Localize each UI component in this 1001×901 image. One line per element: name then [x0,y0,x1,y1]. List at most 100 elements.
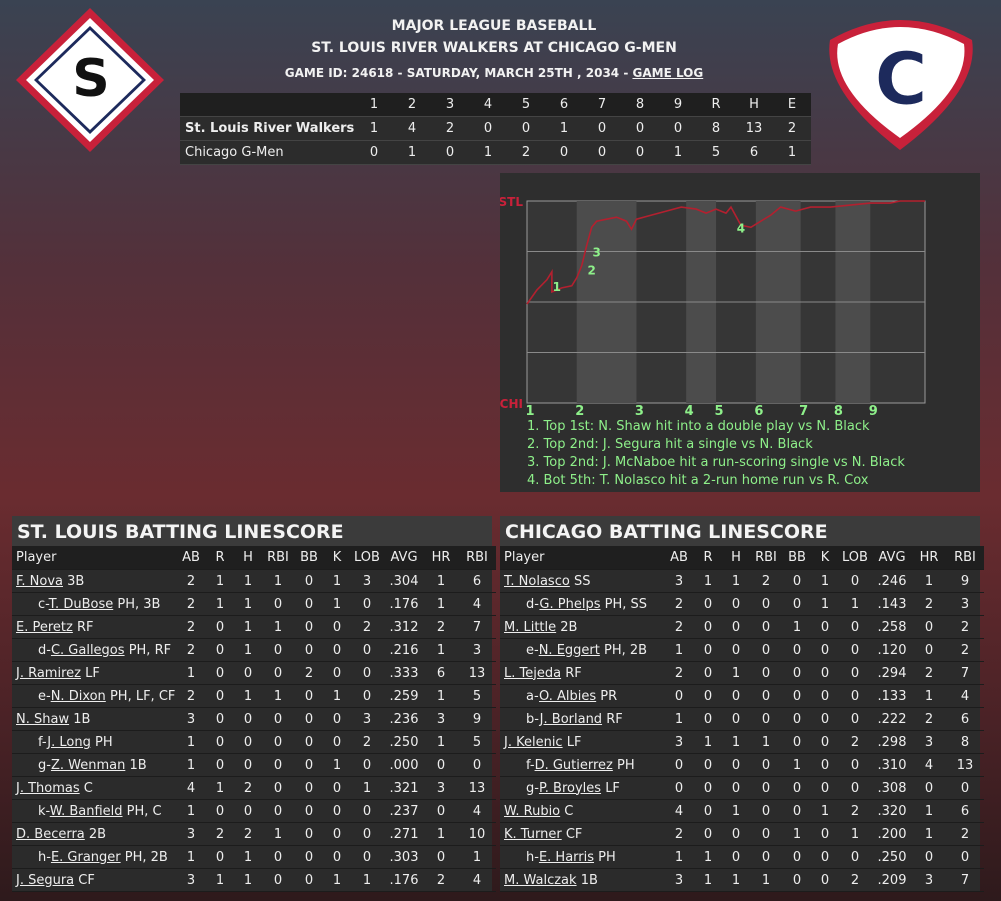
stat-cell: 6 [946,799,984,823]
player-link[interactable]: J. Thomas [16,780,80,796]
score-cell: 0 [621,140,659,165]
stat-cell: 1 [782,822,812,846]
player-link[interactable]: J. Borland [539,711,603,727]
player-link[interactable]: E. Harris [538,849,595,865]
player-link[interactable]: M. Little [504,619,557,635]
stat-cell: 1 [262,684,294,708]
player-cell: d-G. Phelps PH, SS [500,592,664,616]
sub-prefix: b- [526,711,540,727]
stat-cell: 0 [694,776,722,800]
stat-cell: 1 [424,592,458,616]
stat-cell: 1 [912,684,946,708]
stat-cell: 0 [350,822,384,846]
event-note: 2. Top 2nd: J. Segura hit a single vs N.… [527,437,813,452]
stat-cell: 1 [206,569,234,593]
stat-cell: 0 [324,730,350,754]
stat-cell: 0 [234,707,262,731]
stat-cell: 1 [664,638,694,662]
player-link[interactable]: L. Tejeda [504,665,562,681]
score-cell: 2 [773,116,811,141]
player-link[interactable]: D. Becerra [16,826,85,842]
player-link[interactable]: K. Turner [504,826,562,842]
batter-row: M. Little 2B 2 0 0 0 1 0 0.258 0 2 [500,615,984,639]
column-header: R [206,546,234,570]
stat-cell: 0 [750,638,782,662]
player-cell: T. Nolasco SS [500,569,664,593]
linescore-row: St. Louis River Walkers 1 4 2 0 0 1 0 0 0 8 13 2 [180,116,811,141]
player-link[interactable]: J. Long [47,734,91,750]
player-link[interactable]: N. Shaw [16,711,70,727]
stat-cell: 0 [262,776,294,800]
player-link[interactable]: G. Phelps [539,596,601,612]
stat-cell: 3 [664,868,694,892]
stat-cell: .310 [872,753,912,777]
batter-row: J. Ramirez LF 1 0 0 0 2 0 0.333 6 13 [12,661,496,685]
player-link[interactable]: N. Dixon [50,688,106,704]
stat-cell: 0 [294,822,324,846]
event-note: 4. Bot 5th: T. Nolasco hit a 2-run home … [527,473,869,488]
stat-cell: 0 [694,592,722,616]
player-link[interactable]: W. Rubio [504,803,561,819]
player-link[interactable]: J. Kelenic [504,734,563,750]
batter-row: D. Becerra 2B 3 2 2 1 0 0 0.271 1 10 [12,822,496,846]
stat-cell: 6 [424,661,458,685]
stat-cell: 4 [458,868,496,892]
player-link[interactable]: C. Gallegos [50,642,125,658]
stat-cell: 1 [424,822,458,846]
player-link[interactable]: T. DuBose [48,596,114,612]
inning-label: 8 [834,404,843,418]
stat-cell: 1 [262,569,294,593]
batting-table: Player AB R H RBI BB K LOB AVG HR RBI F. Nova 3B 2 1 1… [12,546,496,892]
player-cell: c-T. DuBose PH, 3B [12,592,176,616]
stat-cell: 2 [176,638,206,662]
stat-cell: 0 [664,776,694,800]
player-link[interactable]: Z. Wenman [50,757,126,773]
player-link[interactable]: J. Segura [16,872,75,888]
stat-cell: 2 [176,592,206,616]
column-header: HR [912,546,946,570]
stat-cell: 0 [324,661,350,685]
batter-row: g-Z. Wenman 1B 1 0 0 0 0 1 0.000 0 0 [12,753,496,777]
stat-cell: 2 [912,707,946,731]
player-cell: M. Walczak 1B [500,868,664,892]
stat-cell: 0 [262,753,294,777]
stat-cell: 0 [812,615,838,639]
stat-cell: 0 [694,753,722,777]
player-link[interactable]: T. Nolasco [504,573,570,589]
player-link[interactable]: P. Broyles [538,780,602,796]
score-cell: 2 [431,116,469,141]
stat-cell: 0 [782,592,812,616]
score-cell: 1 [469,140,507,165]
stat-cell: 0 [722,615,750,639]
player-link[interactable]: O. Albies [539,688,597,704]
score-cell: 1 [659,140,697,165]
stat-cell: 0 [324,638,350,662]
player-link[interactable]: N. Eggert [538,642,600,658]
stat-cell: 1 [234,569,262,593]
position: PR [600,688,618,704]
inning-header: 3 [431,93,469,117]
stat-cell: .259 [384,684,424,708]
player-link[interactable]: W. Banfield [49,803,123,819]
stat-cell: 0 [324,845,350,869]
inning-header: 5 [507,93,545,117]
game-log-link[interactable]: GAME LOG [632,66,704,80]
player-cell: g-Z. Wenman 1B [12,753,176,777]
stat-cell: 3 [664,569,694,593]
player-cell: K. Turner CF [500,822,664,846]
position: 1B [129,757,147,773]
position: LF [85,665,100,681]
position: C [564,803,574,819]
inning-label: 3 [635,404,644,418]
player-link[interactable]: J. Ramirez [16,665,81,681]
event-marker: 1 [553,280,561,294]
stat-cell: 0 [694,822,722,846]
player-link[interactable]: F. Nova [16,573,63,589]
stat-cell: 0 [838,776,872,800]
player-link[interactable]: M. Walczak [504,872,577,888]
matchup: ST. LOUIS RIVER WALKERS AT CHICAGO G-MEN [311,40,677,56]
player-link[interactable]: E. Peretz [16,619,73,635]
player-link[interactable]: E. Granger [50,849,121,865]
player-link[interactable]: D. Gutierrez [534,757,613,773]
stat-cell: .176 [384,592,424,616]
